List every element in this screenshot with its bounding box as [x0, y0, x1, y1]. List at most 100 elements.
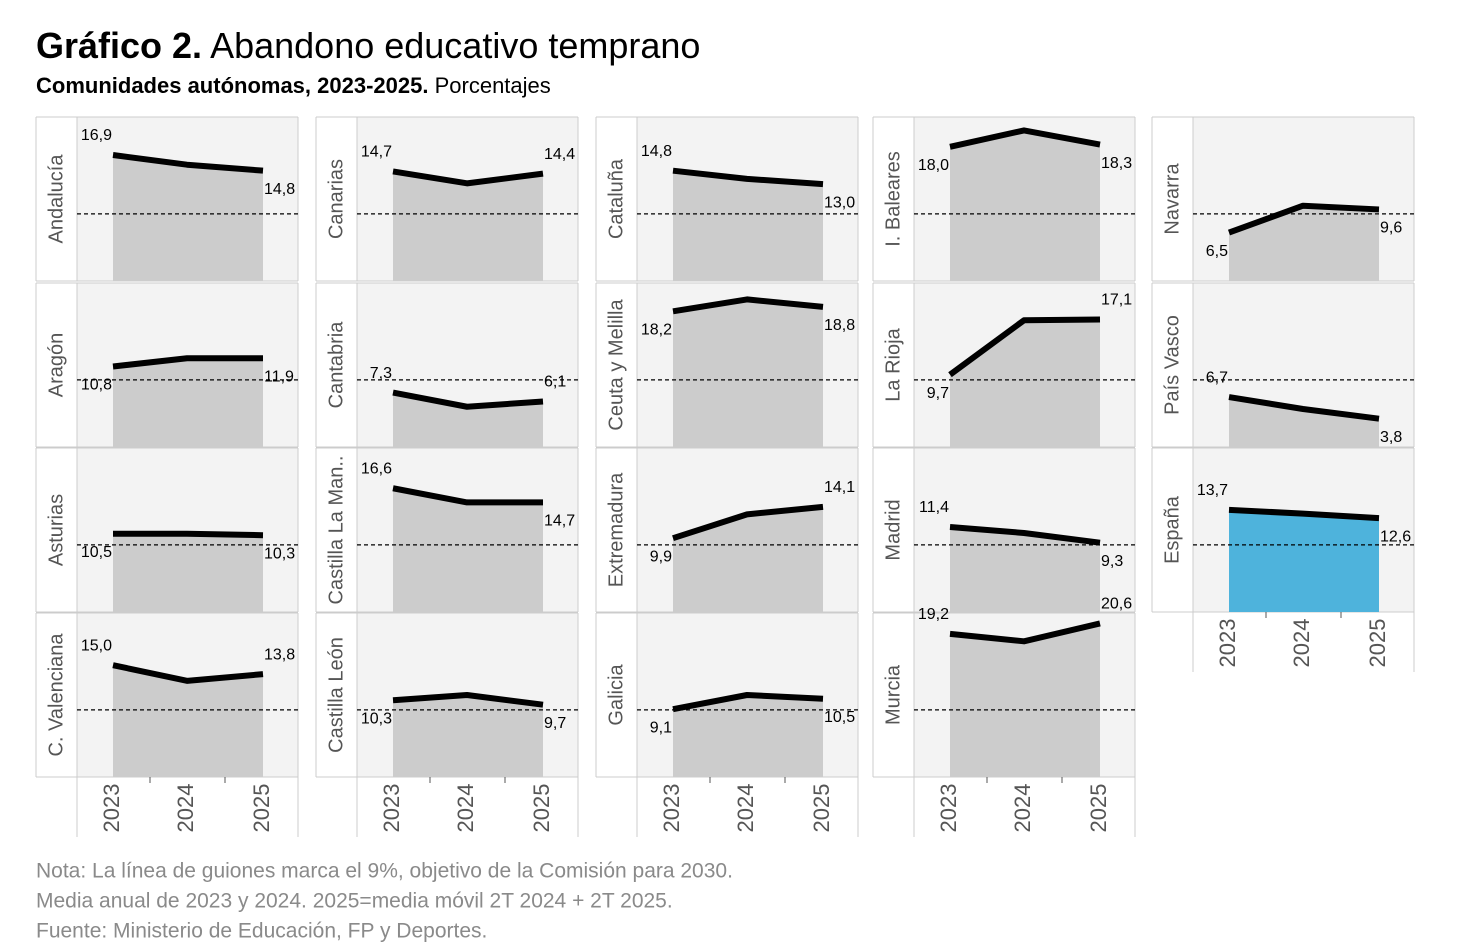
value-label: 6,7: [1206, 369, 1228, 386]
value-label: 16,6: [361, 460, 392, 477]
line: [949, 127, 1101, 150]
area: [1229, 205, 1379, 281]
area: [1229, 397, 1379, 447]
value-label: 18,3: [1101, 155, 1132, 172]
panel-label: Cataluña: [605, 158, 627, 239]
value-label: 10,3: [264, 545, 295, 562]
x-tick-label: 2024: [1010, 784, 1035, 833]
value-label: 14,4: [544, 146, 575, 163]
line: [392, 485, 543, 506]
area: [950, 319, 1100, 447]
value-label: 10,3: [361, 710, 392, 727]
value-label: 15,0: [81, 637, 112, 654]
value-label: 13,8: [264, 646, 295, 663]
panel-label: Navarra: [1161, 163, 1183, 235]
area: [393, 488, 543, 612]
value-label: 16,9: [81, 127, 112, 144]
value-label: 13,0: [824, 194, 855, 211]
panel-label: Canarias: [325, 159, 347, 239]
value-label: 7,3: [370, 365, 392, 382]
area: [113, 665, 263, 777]
line: [392, 389, 544, 410]
title: Abandono educativo temprano: [210, 25, 700, 66]
value-label: 14,8: [264, 181, 295, 198]
panel-label: Aragón: [45, 333, 67, 398]
line: [1228, 394, 1380, 422]
value-label: 10,5: [824, 709, 855, 726]
x-tick-label: 2024: [733, 784, 758, 833]
value-label: 14,7: [361, 144, 392, 161]
line: [112, 355, 263, 370]
area: [1229, 509, 1379, 612]
subtitle-bold: Comunidades autónomas, 2023-2025.: [36, 73, 428, 98]
value-label: 13,7: [1197, 482, 1228, 499]
x-tick-label: 2025: [809, 784, 834, 833]
area: [950, 130, 1100, 281]
value-label: 19,2: [918, 606, 949, 623]
value-label: 6,1: [544, 374, 566, 391]
area: [673, 506, 823, 612]
area: [673, 170, 823, 281]
x-tick-label: 2025: [529, 784, 554, 833]
value-label: 9,7: [544, 715, 566, 732]
area: [393, 171, 543, 281]
value-label: 10,8: [81, 377, 112, 394]
x-tick-label: 2023: [379, 784, 404, 833]
value-label: 9,3: [1101, 553, 1123, 570]
x-tick-label: 2023: [1215, 619, 1240, 668]
line: [672, 503, 824, 542]
x-tick-label: 2023: [99, 784, 124, 833]
subtitle: Comunidades autónomas, 2023-2025. Porcen…: [36, 73, 551, 98]
area: [113, 358, 263, 447]
area: [673, 695, 823, 777]
value-label: 11,9: [264, 369, 294, 386]
value-label: 17,1: [1101, 292, 1132, 309]
value-label: 14,7: [544, 513, 575, 530]
value-label: 3,8: [1380, 429, 1402, 446]
value-label: 12,6: [1380, 528, 1411, 545]
area: [950, 527, 1100, 612]
value-label: 20,6: [1101, 596, 1132, 613]
line: [113, 530, 264, 539]
x-tick-label: 2024: [1289, 619, 1314, 668]
line: [672, 692, 824, 713]
note: Fuente: Ministerio de Educación, FP y De…: [36, 920, 487, 943]
line: [948, 316, 1101, 378]
panel-label: Castilla León: [325, 637, 347, 753]
panel-label: Ceuta y Melilla: [605, 299, 627, 431]
x-tick-label: 2024: [173, 784, 198, 833]
area: [113, 533, 263, 612]
panel-label: La Rioja: [882, 327, 904, 401]
value-label: 6,5: [1206, 243, 1228, 260]
line: [949, 620, 1101, 645]
x-tick-label: 2025: [1365, 619, 1390, 668]
value-label: 18,0: [918, 157, 949, 174]
subtitle-text: Porcentajes: [435, 73, 551, 98]
x-tick-label: 2025: [249, 784, 274, 833]
area: [113, 155, 263, 281]
line: [392, 692, 544, 708]
value-label: 9,1: [650, 719, 672, 736]
line: [672, 296, 824, 315]
panel-label: Andalucía: [45, 154, 67, 244]
area: [393, 695, 543, 777]
panel-label: Cantabria: [325, 321, 347, 409]
x-tick-label: 2024: [453, 784, 478, 833]
note: Media anual de 2023 y 2024. 2025=media m…: [36, 890, 673, 913]
value-label: 10,5: [81, 544, 112, 561]
panel-label: C. Valenciana: [45, 633, 67, 757]
value-label: 9,7: [927, 385, 949, 402]
line: [949, 524, 1101, 546]
x-tick-label: 2023: [936, 784, 961, 833]
value-label: 9,9: [650, 548, 672, 565]
value-label: 11,4: [919, 499, 949, 516]
title-prefix: Gráfico 2.: [36, 25, 202, 66]
line: [1228, 506, 1380, 522]
panel-label: Extremadura: [605, 472, 627, 587]
x-tick-label: 2023: [659, 784, 684, 833]
panel-label: Murcia: [882, 664, 904, 725]
chart-title: Gráfico 2. Abandono educativo temprano: [36, 25, 700, 66]
line: [112, 662, 264, 684]
line: [672, 167, 824, 188]
